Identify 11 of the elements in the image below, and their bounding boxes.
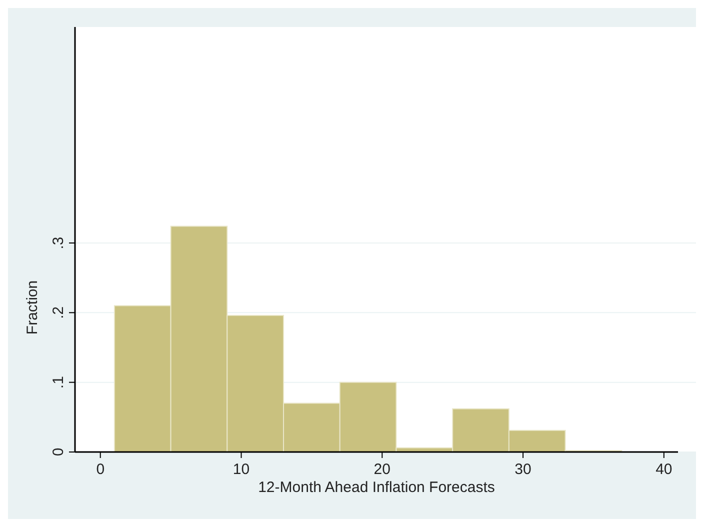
y-tick-label: .2 [50,306,67,319]
x-axis-title: 12-Month Ahead Inflation Forecasts [258,479,495,496]
y-axis-title: Fraction [24,280,41,335]
x-tick-label: 20 [374,461,390,478]
x-tick-label: 40 [656,461,672,478]
y-tick-label: .3 [50,236,67,250]
x-tick-label: 30 [514,461,532,478]
x-tick-label: 10 [232,461,250,478]
x-tick-label: 0 [96,461,105,478]
y-tick-label: 0 [50,448,67,456]
y-tick-label: .1 [50,376,67,389]
